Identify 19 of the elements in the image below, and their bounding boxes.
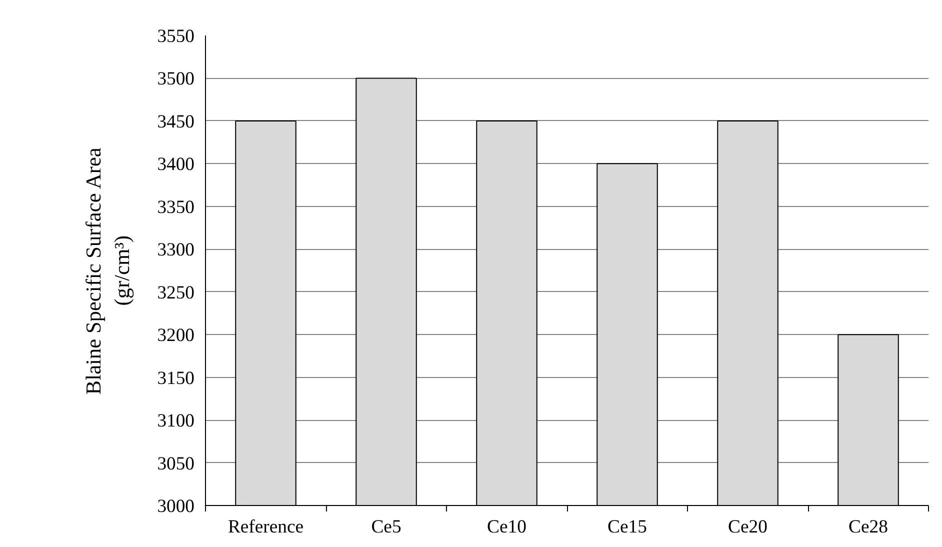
y-axis-title: Blaine Specific Surface Area (gr/cm³) [81,147,134,395]
x-tick-label: Ce28 [848,516,888,538]
x-tick-label: Ce15 [608,516,647,538]
y-tick-label: 3150 [157,368,194,389]
y-tick-label: 3300 [157,240,194,261]
y-tick-label: 3000 [157,496,194,517]
y-tick-label: 3050 [157,453,194,474]
y-tick-label: 3250 [157,282,194,304]
x-tick-label: Reference [228,516,304,538]
y-tick-label: 3400 [157,154,194,176]
x-tick-label: Ce10 [487,516,526,538]
y-tick-label: 3200 [157,325,194,346]
x-tick-label: Ce20 [728,516,768,538]
y-tick-label: 3500 [157,68,194,90]
y-tick-label: 3450 [157,111,194,132]
y-tick-label: 3350 [157,196,194,218]
x-tick-label: Ce5 [371,516,402,538]
y-tick-label: 3550 [157,26,194,47]
y-tick-label: 3100 [157,410,194,432]
